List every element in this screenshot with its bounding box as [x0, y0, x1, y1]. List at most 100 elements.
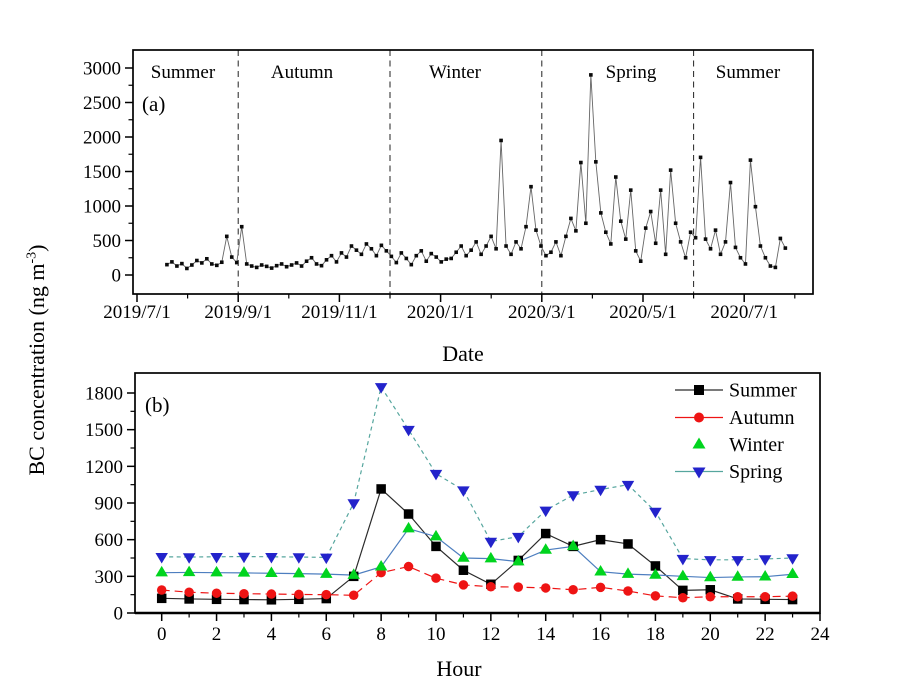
daily-bc-point: [743, 262, 748, 266]
x-tick-label: 18: [646, 624, 665, 645]
circle-marker: [787, 591, 798, 601]
daily-bc-point: [304, 259, 309, 263]
triangle-down-marker: [347, 499, 360, 510]
daily-bc-point: [229, 255, 234, 259]
season-label-spring-3: Spring: [606, 62, 657, 83]
daily-bc-point: [698, 155, 703, 160]
season-label-summer-4: Summer: [716, 62, 781, 83]
daily-bc-point: [489, 234, 493, 239]
daily-bc-point: [404, 256, 409, 261]
x-tick-label: 2020/1/1: [407, 302, 475, 323]
daily-bc-point: [429, 251, 434, 256]
daily-bc-point: [384, 249, 389, 253]
y-tick-label: 3000: [83, 59, 121, 80]
y-tick-label: 1000: [83, 197, 121, 218]
daily-bc-point: [379, 243, 384, 248]
x-tick-label: 16: [591, 624, 610, 645]
triangle-down-marker: [786, 554, 799, 565]
daily-bc-point: [274, 263, 279, 268]
panel-b-label: (b): [145, 393, 170, 417]
triangle-down-marker: [237, 552, 251, 564]
autumn-line: [161, 565, 793, 599]
y-tick-label: 500: [93, 231, 122, 252]
y-tick-label: 1500: [83, 162, 121, 183]
daily-bc-point: [539, 244, 543, 248]
circle-marker: [650, 591, 661, 601]
x-tick-label: 2020/7/1: [710, 302, 778, 323]
daily-bc-point: [718, 252, 723, 257]
y-axis-title-suffix: ): [24, 244, 49, 252]
daily-bc-point: [409, 262, 414, 267]
daily-bc-point: [534, 228, 538, 232]
circle-marker: [458, 580, 469, 590]
triangle-up-marker: [457, 551, 470, 562]
daily-bc-point: [399, 251, 404, 255]
circle-marker: [403, 561, 414, 572]
circle-marker: [266, 589, 277, 599]
triangle-down-marker: [692, 467, 706, 479]
square-marker: [458, 565, 469, 575]
daily-bc-point: [554, 240, 558, 244]
panel-a: 0 500 1000 1500 2000 2500 3000 2019/7/1 2019/9/1…: [83, 49, 814, 323]
daily-bc-point: [569, 216, 573, 221]
x-tick-label: 2020/3/1: [508, 302, 576, 323]
x-tick-label: 0: [157, 624, 167, 645]
daily-bc-point: [599, 211, 603, 215]
triangle-up-marker: [237, 566, 251, 577]
daily-bc-point: [219, 260, 224, 265]
daily-bc-point: [314, 262, 319, 266]
daily-bc-point: [673, 221, 678, 226]
triangle-down-marker: [704, 556, 717, 567]
triangle-down-marker: [649, 507, 662, 519]
x-tick-label: 2020/5/1: [609, 302, 677, 323]
triangle-up-marker: [374, 560, 388, 571]
triangle-up-marker: [758, 569, 772, 581]
circle-marker: [678, 592, 688, 603]
daily-bc-point: [434, 255, 439, 259]
daily-bc-point: [783, 246, 788, 250]
y-tick-label: 0: [114, 604, 124, 625]
x-tick-label: 20: [701, 624, 720, 645]
circle-marker: [486, 581, 496, 592]
daily-bc-point: [519, 246, 523, 251]
square-marker: [694, 385, 704, 395]
daily-bc-point: [589, 73, 593, 77]
x-tick-label: 2019/7/1: [103, 302, 171, 323]
triangle-up-marker: [704, 570, 717, 582]
x-tick-label: 4: [267, 624, 277, 645]
circle-marker: [705, 591, 716, 602]
triangle-up-marker: [320, 567, 333, 578]
daily-bc-point: [768, 264, 773, 268]
daily-bc-point: [653, 241, 658, 246]
square-marker: [623, 539, 633, 549]
legend-label-spring: Spring: [729, 461, 782, 483]
triangle-down-marker: [155, 553, 168, 564]
x-tick-label: 22: [756, 624, 775, 645]
daily-bc-point: [364, 242, 369, 246]
circle-marker: [760, 591, 770, 602]
triangle-down-marker: [758, 555, 772, 566]
y-axis-title-text: BC concentration (ng m: [24, 263, 49, 476]
daily-bc-point: [579, 160, 583, 165]
daily-bc-point: [748, 158, 753, 162]
daily-bc-point: [623, 237, 628, 241]
daily-bc-point: [349, 244, 354, 248]
triangle-up-marker: [649, 568, 662, 579]
square-marker: [650, 561, 661, 571]
y-tick-label: 0: [112, 266, 122, 287]
circle-marker: [321, 589, 332, 600]
circle-marker: [513, 582, 524, 592]
daily-bc-point: [544, 253, 548, 258]
y-tick-label: 1500: [85, 420, 123, 441]
triangle-up-marker: [265, 566, 278, 578]
daily-bc-point: [559, 253, 563, 258]
y-axis-title-superscript: -3: [24, 251, 40, 264]
daily-bc-point: [374, 253, 379, 258]
circle-marker: [595, 582, 606, 593]
daily-bc-point: [339, 251, 344, 255]
daily-bc-point: [354, 248, 359, 252]
daily-bc-point: [618, 219, 623, 223]
daily-bc-point: [279, 262, 284, 266]
x-tick-label: 10: [426, 624, 445, 645]
x-axis-title-date: Date: [442, 341, 484, 366]
